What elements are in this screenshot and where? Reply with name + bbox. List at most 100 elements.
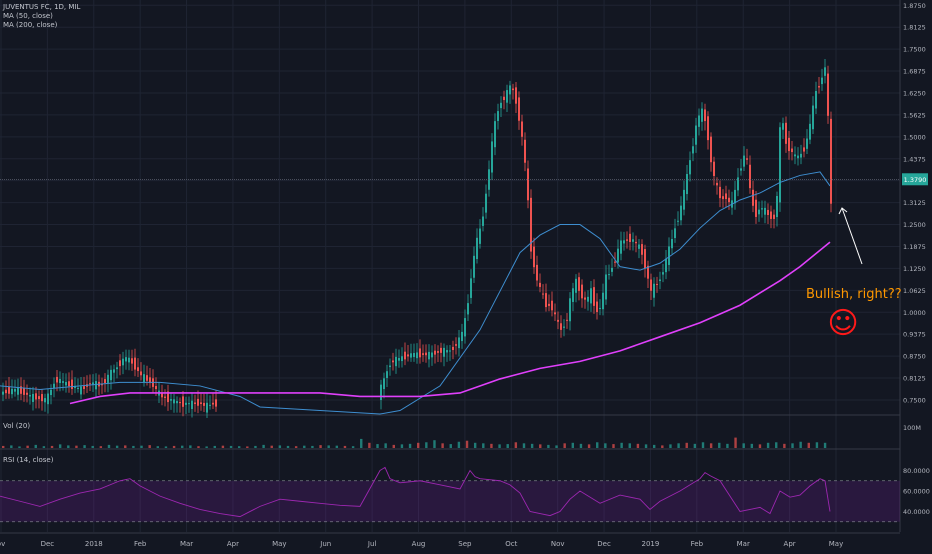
candle-body	[632, 239, 634, 242]
candle-body	[821, 77, 823, 85]
candle-body	[791, 148, 793, 153]
candle-body	[206, 402, 208, 413]
y-tick-label: 1.0625	[903, 287, 926, 295]
candle-body	[131, 358, 133, 364]
volume-bar	[148, 445, 151, 448]
volume-bar	[799, 441, 802, 448]
candle-body	[68, 381, 70, 387]
volume-bar	[547, 444, 550, 448]
volume-bar	[278, 445, 282, 448]
candle-body	[197, 398, 199, 406]
candle-body	[26, 392, 28, 395]
candle-body	[635, 241, 637, 244]
volume-bar	[343, 445, 347, 448]
candle-body	[629, 233, 631, 243]
candle-body	[662, 272, 664, 275]
y-tick-label: 0.8750	[903, 353, 926, 361]
candle-body	[614, 261, 616, 263]
candle-body	[461, 331, 463, 342]
candle-body	[509, 85, 511, 95]
volume-bar	[368, 442, 371, 448]
candle-body	[137, 367, 139, 372]
x-tick-label: 2019	[642, 540, 660, 548]
candle-body	[725, 193, 727, 200]
volume-bar	[791, 443, 794, 448]
candle-body	[755, 199, 757, 217]
volume-bar	[693, 443, 697, 448]
candle-body	[2, 391, 4, 395]
annotation-arrow	[841, 207, 863, 265]
candle-body	[164, 396, 166, 398]
candle-body	[830, 118, 832, 204]
y-tick-label: 1.7500	[903, 46, 926, 54]
volume-bar	[596, 442, 599, 448]
volume-bar	[124, 445, 127, 448]
candle-body	[401, 356, 403, 362]
volume-bar	[571, 442, 575, 448]
candle-body	[392, 360, 394, 363]
candle-body	[707, 116, 709, 141]
candle-body	[566, 319, 568, 321]
candle-body	[182, 396, 184, 407]
candle-body	[5, 389, 7, 394]
candle-body	[200, 402, 202, 405]
candle-body	[575, 278, 577, 293]
y-tick-label: 1.1250	[903, 265, 926, 273]
candle-body	[71, 379, 73, 389]
candle-body	[815, 91, 817, 109]
volume-bar	[473, 442, 477, 448]
volume-bar	[612, 444, 615, 448]
candle-body	[587, 296, 589, 302]
candle-body	[497, 111, 499, 121]
candle-body	[545, 293, 547, 308]
x-tick-label: Nov	[551, 540, 565, 548]
volume-bar	[661, 445, 664, 448]
volume-bar	[246, 446, 249, 448]
candle-body	[101, 384, 103, 386]
volume-bar	[213, 445, 216, 448]
y-tick-label: 0.9375	[903, 331, 926, 339]
volume-bar	[587, 444, 591, 448]
candle-body	[533, 246, 535, 268]
candle-body	[530, 197, 532, 252]
candle-body	[437, 351, 439, 353]
volume-bar	[286, 445, 290, 448]
candle-body	[122, 358, 124, 366]
candle-body	[671, 239, 673, 249]
candle-body	[746, 158, 748, 160]
volume-bar	[311, 445, 314, 448]
volume-bar	[669, 444, 672, 448]
candle-body	[710, 136, 712, 163]
candle-body	[695, 125, 697, 145]
y-tick-label: 1.4375	[903, 155, 926, 163]
candle-body	[128, 357, 130, 363]
candle-body	[782, 123, 784, 130]
candle-body	[476, 237, 478, 260]
y-tick-label: 1.5000	[903, 133, 926, 141]
candle-body	[599, 307, 601, 309]
candle-body	[95, 381, 97, 390]
candle-body	[134, 357, 136, 370]
candle-body	[173, 399, 175, 404]
x-tick-label: Jun	[319, 540, 331, 548]
volume-bar	[205, 446, 208, 448]
candle-body	[521, 121, 523, 137]
volume-bar	[766, 442, 770, 448]
volume-bar	[140, 445, 143, 448]
candle-body	[689, 160, 691, 175]
ma200-line	[69, 241, 831, 405]
volume-bar	[783, 443, 786, 448]
volume-bar	[408, 443, 412, 448]
volume-bar	[425, 442, 428, 448]
x-tick-label: Dec	[597, 540, 611, 548]
candle-body	[143, 374, 145, 383]
candle-body	[455, 344, 457, 346]
volume-bar	[237, 446, 241, 448]
candle-body	[704, 109, 706, 122]
volume-bar	[685, 442, 688, 448]
volume-bar	[441, 443, 444, 448]
candle-body	[89, 383, 91, 385]
candle-body	[113, 369, 115, 373]
candle-body	[398, 358, 400, 361]
